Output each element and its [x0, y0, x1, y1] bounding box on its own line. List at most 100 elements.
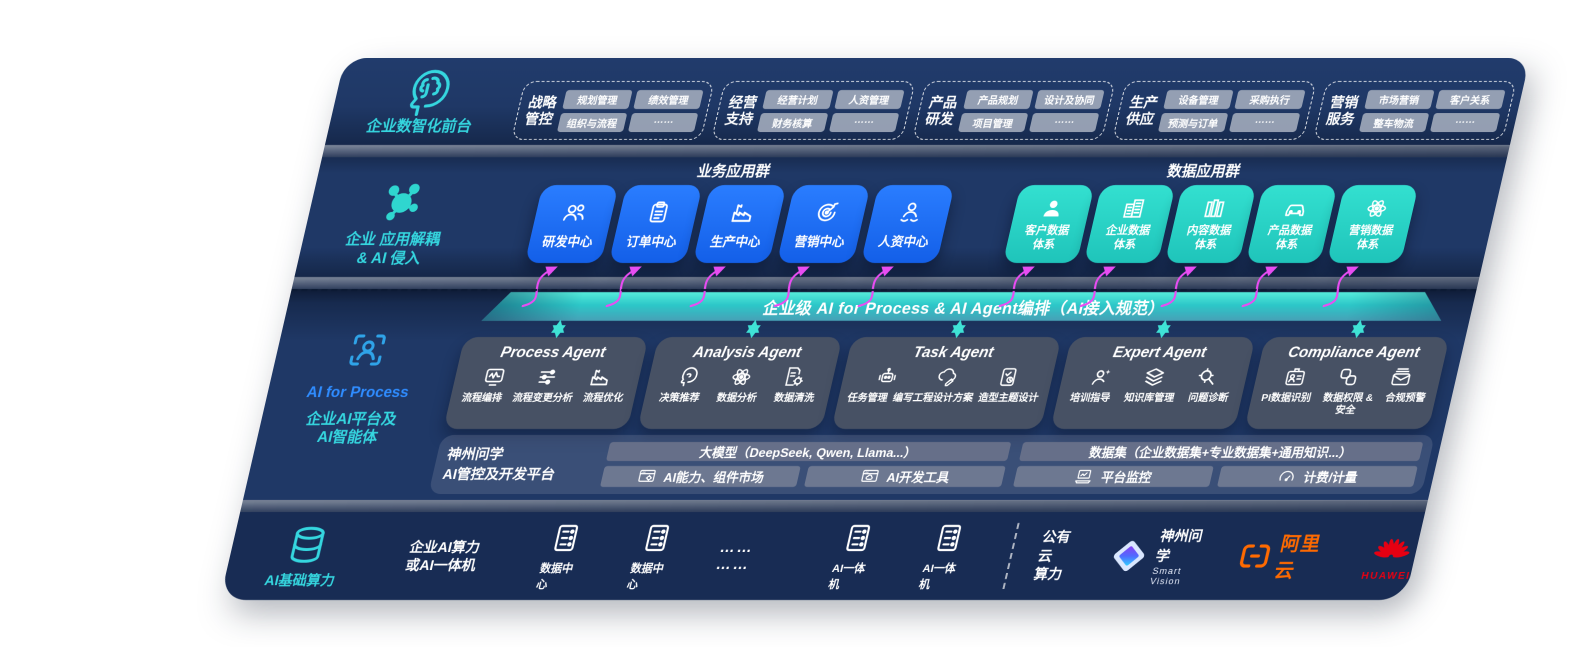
- dataset-group: 数据集（企业数据集+专业数据集+通用知识...） 平台监控 计费/计量: [1012, 442, 1424, 487]
- platform-label-line1: 神州问学: [445, 446, 506, 462]
- mail-alert-icon: [1386, 365, 1416, 389]
- agent-capability: 流程编排: [460, 393, 504, 404]
- infra-label: AI基础算力: [263, 571, 337, 588]
- atom-icon: [1361, 196, 1392, 221]
- agent-capability: 决策推荐: [657, 393, 701, 404]
- huawei-name: HUAWEI: [1360, 571, 1412, 582]
- module-pill: ……: [628, 112, 699, 132]
- architecture-plate: 企业数智化前台 战略管控 规划管理 绩效管理 组织与流程 …… 经营支持 经营计…: [219, 58, 1531, 600]
- plate-step-edge: [240, 500, 1428, 512]
- molecule-icon: [372, 179, 431, 227]
- front-office-label: 企业数智化前台: [364, 118, 474, 135]
- aliyun-logo-icon: [1236, 540, 1275, 572]
- ai-orchestration-title: 企业级 AI for Process & AI Agent编排（AI接入规范）: [761, 300, 1167, 318]
- szwx-sub: Smart Vision: [1149, 566, 1183, 586]
- datacenter-node: 数据中心: [625, 521, 680, 592]
- module-pill: ……: [828, 112, 900, 132]
- dataset-bar: 数据集（企业数据集+专业数据集+通用知识...）: [1018, 442, 1424, 461]
- front-office-group: 战略管控 规划管理 绩效管理 组织与流程 ……: [511, 81, 716, 140]
- datacenter-node: 数据中心: [535, 521, 590, 592]
- ai-appliance-node: AI一体机: [918, 521, 973, 592]
- module-pill: 客户关系: [1435, 89, 1506, 109]
- front-office-group: 营销服务 市场营销 客户关系 整车物流 ……: [1312, 81, 1517, 140]
- laptop-chart-icon: [1072, 467, 1095, 486]
- module-pill: 经营计划: [762, 89, 834, 109]
- data-app-box: 营销数据体系: [1326, 185, 1419, 263]
- agent-title: Task Agent: [911, 344, 996, 361]
- app-label: 营销数据体系: [1347, 225, 1395, 251]
- agent-capability: PI数据识别: [1260, 393, 1313, 404]
- factory-icon: [585, 365, 615, 389]
- module-pill: 规划管理: [562, 89, 633, 109]
- ai-dev-tools-cell: AI开发工具: [804, 466, 1006, 487]
- agent-capability: 任务管理: [846, 393, 889, 404]
- server-rack-icon: [838, 521, 880, 555]
- model-group: 大模型（DeepSeek, Qwen, Llama...） AI能力、组件市场 …: [599, 442, 1011, 487]
- data-group-title: 数据应用群: [1165, 164, 1242, 180]
- layers-icon: [1139, 365, 1169, 389]
- ai-layer-band: 企业级 AI for Process & AI Agent编排（AI接入规范） …: [242, 289, 1477, 500]
- factory-icon: [726, 199, 759, 226]
- head-circuit-icon: [394, 66, 460, 120]
- business-app-box: 人资中心: [860, 185, 955, 263]
- agent-capability: 流程优化: [581, 393, 625, 404]
- agent-row: Process Agent 流程编排 流程变更分析 流程优化 Analysis …: [443, 337, 1450, 429]
- ai-orchestration-bar: 企业级 AI for Process & AI Agent编排（AI接入规范）: [481, 292, 1448, 321]
- monitor-wave-icon: [480, 365, 510, 389]
- server-rack-icon: [928, 521, 970, 555]
- platform-monitor-cell: 平台监控: [1012, 466, 1214, 487]
- model-bar: 大模型（DeepSeek, Qwen, Llama...）: [605, 442, 1011, 461]
- front-office-groups: 战略管控 规划管理 绩效管理 组织与流程 …… 经营支持 经营计划 人资管理 财…: [511, 81, 1517, 140]
- szwx-logo-icon: [1104, 536, 1153, 576]
- module-pill: 绩效管理: [633, 89, 705, 109]
- infra-band: AI基础算力 企业AI算力 或AI一体机 数据中心 数据中心 …… …… AI一…: [219, 512, 1426, 600]
- app-layer-band: 企业 应用解耦 & AI 侵入 业务应用群 数据应用群 研发中心 订单中心 生产…: [294, 157, 1508, 277]
- infra-rail: AI基础算力: [222, 523, 388, 590]
- agent-title: Analysis Agent: [691, 344, 804, 361]
- module-pill: 设计及协同: [1034, 89, 1105, 109]
- vendor-aliyun: 阿里云: [1233, 529, 1332, 583]
- data-app-box: 产品数据体系: [1245, 185, 1338, 263]
- doc-gear-icon: [780, 365, 810, 389]
- ai-layer-label-cn2: AI智能体: [315, 429, 380, 447]
- cell-label: AI开发工具: [885, 471, 951, 485]
- ai-layer-label-en: AI for Process: [304, 384, 411, 401]
- cell-label: AI能力、组件市场: [662, 471, 766, 485]
- car-icon: [1280, 196, 1311, 221]
- module-pill: 财务核算: [757, 112, 829, 132]
- window-gear-icon: [635, 467, 658, 486]
- module-pill: 组织与流程: [557, 112, 628, 132]
- app-label: 研发中心: [541, 234, 595, 249]
- module-pill: 项目管理: [957, 112, 1029, 132]
- app-label: 生产中心: [709, 234, 763, 249]
- agent-capability: 合规预警: [1383, 393, 1427, 404]
- plate-step-edge: [322, 145, 1510, 157]
- agent-card-expert: Expert Agent 培训指导 知识库管理 问题诊断: [1049, 337, 1256, 429]
- node-label: AI一体机: [917, 562, 958, 591]
- front-office-band: 企业数智化前台 战略管控 规划管理 绩效管理 组织与流程 …… 经营支持 经营计…: [324, 58, 1531, 145]
- app-layer-label-line2: & AI 侵入: [354, 249, 423, 267]
- building-icon: [1118, 196, 1149, 221]
- ai-layer-rail: AI for Process 企业AI平台及 AI智能体: [243, 329, 462, 499]
- cloud-pen-icon: [933, 365, 963, 389]
- module-pill: 采购执行: [1234, 89, 1306, 109]
- module-pill: 预测与订单: [1158, 112, 1229, 132]
- plate-step-edge: [291, 277, 1480, 289]
- agent-card-analysis: Analysis Agent 决策推荐 数据分析 数据清洗: [637, 337, 843, 429]
- front-office-group: 经营支持 经营计划 人资管理 财务核算 ……: [711, 81, 916, 140]
- app-layer-label-line1: 企业 应用解耦: [344, 231, 443, 248]
- group-title: 营销服务: [1324, 94, 1361, 127]
- data-app-box: 企业数据体系: [1083, 185, 1176, 263]
- agent-capability: 数据分析: [715, 393, 758, 404]
- sliders-icon: [533, 365, 563, 389]
- module-pill: ……: [1229, 112, 1301, 132]
- module-pill: 人资管理: [833, 89, 905, 109]
- library-icon: [1199, 196, 1230, 221]
- business-app-box: 生产中心: [692, 185, 787, 263]
- team-icon: [558, 199, 591, 226]
- module-pill: 市场营销: [1363, 89, 1435, 109]
- server-rack-icon: [636, 521, 678, 555]
- cell-label: 计费/计量: [1302, 471, 1359, 485]
- public-cloud-line1: 公有云: [1036, 528, 1073, 564]
